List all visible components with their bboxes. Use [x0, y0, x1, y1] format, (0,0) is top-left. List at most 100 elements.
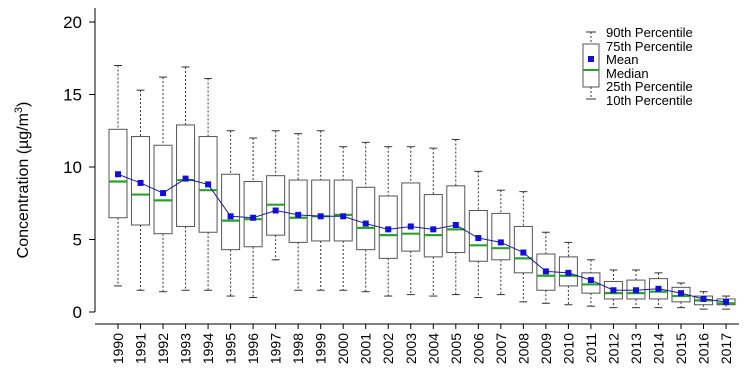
- y-tick-label: 20: [63, 13, 82, 32]
- y-axis-label: Concentration (µg/m3): [13, 102, 32, 259]
- x-tick-label: 2012: [605, 333, 621, 364]
- mean-marker: [250, 214, 257, 221]
- box-2003: [401, 146, 421, 296]
- x-tick-label: 2004: [425, 333, 441, 364]
- box-2004: [423, 147, 443, 297]
- x-tick-label: 2003: [403, 333, 419, 364]
- mean-line: [117, 173, 727, 303]
- y-ticks: 0 5 10 15 20: [63, 13, 95, 322]
- x-tick-label: 2010: [560, 333, 576, 364]
- x-tick-label: 1993: [178, 333, 194, 364]
- mean-marker: [452, 222, 459, 228]
- x-tick-label: 2009: [538, 333, 554, 364]
- iqr-box: [333, 179, 353, 242]
- mean-marker: [700, 295, 707, 302]
- legend-label-p75: 75th Percentile: [606, 39, 693, 54]
- iqr-box: [356, 186, 376, 251]
- box-2002: [378, 146, 398, 297]
- iqr-box: [423, 194, 443, 258]
- x-tick-label: 2017: [718, 333, 734, 364]
- legend: 90th Percentile 75th Percentile Mean Med…: [582, 25, 693, 108]
- y-tick-label: 10: [63, 158, 82, 177]
- x-tick-label: 1996: [245, 333, 261, 364]
- box-1991: [131, 89, 151, 291]
- x-tick-label: 1997: [268, 333, 284, 364]
- mean-marker: [475, 235, 482, 242]
- mean-marker: [205, 181, 212, 188]
- x-tick-label: 2011: [583, 333, 599, 363]
- mean-marker: [137, 179, 144, 186]
- box-1999: [311, 130, 331, 291]
- mean-marker: [362, 220, 369, 227]
- mean-marker: [227, 213, 234, 220]
- mean-marker: [160, 190, 167, 197]
- x-tick-label: 2016: [696, 333, 712, 364]
- x-tick-label: 2015: [673, 333, 689, 364]
- x-tick-label: 1995: [223, 333, 239, 364]
- box-2007: [491, 189, 511, 296]
- box-2013: [626, 269, 646, 309]
- x-tick-label: 2007: [493, 333, 509, 364]
- x-tick-label: 1990: [110, 333, 126, 364]
- iqr-box: [446, 185, 466, 254]
- mean-marker: [565, 269, 572, 276]
- mean-series: [115, 171, 730, 305]
- mean-marker: [497, 239, 504, 246]
- legend-mean-marker: [588, 56, 594, 62]
- x-tick-label: 1991: [133, 333, 149, 364]
- box-2009: [536, 231, 556, 304]
- mean-marker: [407, 223, 414, 230]
- mean-marker: [340, 213, 347, 220]
- box-1995: [221, 130, 241, 297]
- iqr-box: [288, 179, 308, 243]
- x-tick-label: 2001: [358, 333, 374, 364]
- mean-marker: [272, 207, 279, 214]
- mean-marker: [678, 290, 684, 297]
- mean-marker: [317, 213, 324, 220]
- iqr-box: [311, 179, 331, 242]
- x-tick-label: 2013: [628, 333, 644, 364]
- iqr-box: [491, 212, 511, 261]
- box-2008: [513, 191, 533, 303]
- legend-label-p90: 90th Percentile: [606, 25, 693, 40]
- y-tick-label: 0: [73, 303, 82, 322]
- x-tick-label: 1994: [200, 333, 216, 364]
- x-tick-label: 2008: [515, 333, 531, 364]
- x-tick-label: 1999: [313, 333, 329, 364]
- mean-marker: [610, 287, 617, 294]
- mean-marker: [182, 175, 189, 182]
- iqr-box: [243, 181, 263, 248]
- legend-box: [582, 43, 600, 88]
- box-2000: [333, 146, 353, 291]
- mean-marker: [115, 171, 121, 178]
- y-tick-label: 15: [63, 86, 82, 105]
- mean-marker: [587, 277, 594, 284]
- box-1992: [153, 76, 173, 293]
- box-2005: [446, 138, 466, 296]
- mean-marker: [542, 268, 549, 275]
- mean-marker: [520, 249, 527, 256]
- legend-label-p25: 25th Percentile: [606, 79, 693, 94]
- y-tick-label: 5: [73, 231, 82, 250]
- iqr-box: [401, 182, 421, 252]
- x-ticks: 1990 1991 1992 1993 1994 1995 1996 1997 1998 1999…: [110, 324, 734, 364]
- legend-label-median: Median: [606, 66, 649, 81]
- x-tick-label: 2000: [335, 333, 351, 364]
- mean-marker: [655, 285, 662, 292]
- mean-marker: [723, 298, 730, 305]
- x-tick-label: 1998: [290, 333, 306, 364]
- x-tick-label: 1992: [155, 333, 171, 364]
- x-tick-label: 2006: [470, 333, 486, 364]
- legend-label-mean: Mean: [606, 52, 639, 67]
- mean-marker: [385, 226, 392, 233]
- x-tick-label: 2014: [650, 333, 666, 364]
- mean-marker: [430, 226, 437, 233]
- mean-marker: [632, 287, 639, 294]
- mean-marker: [295, 211, 302, 218]
- iqr-box: [221, 173, 241, 251]
- box-2001: [356, 141, 376, 293]
- box-1997: [266, 130, 286, 261]
- legend-label-p10: 10th Percentile: [606, 93, 693, 108]
- x-tick-label: 2002: [380, 333, 396, 364]
